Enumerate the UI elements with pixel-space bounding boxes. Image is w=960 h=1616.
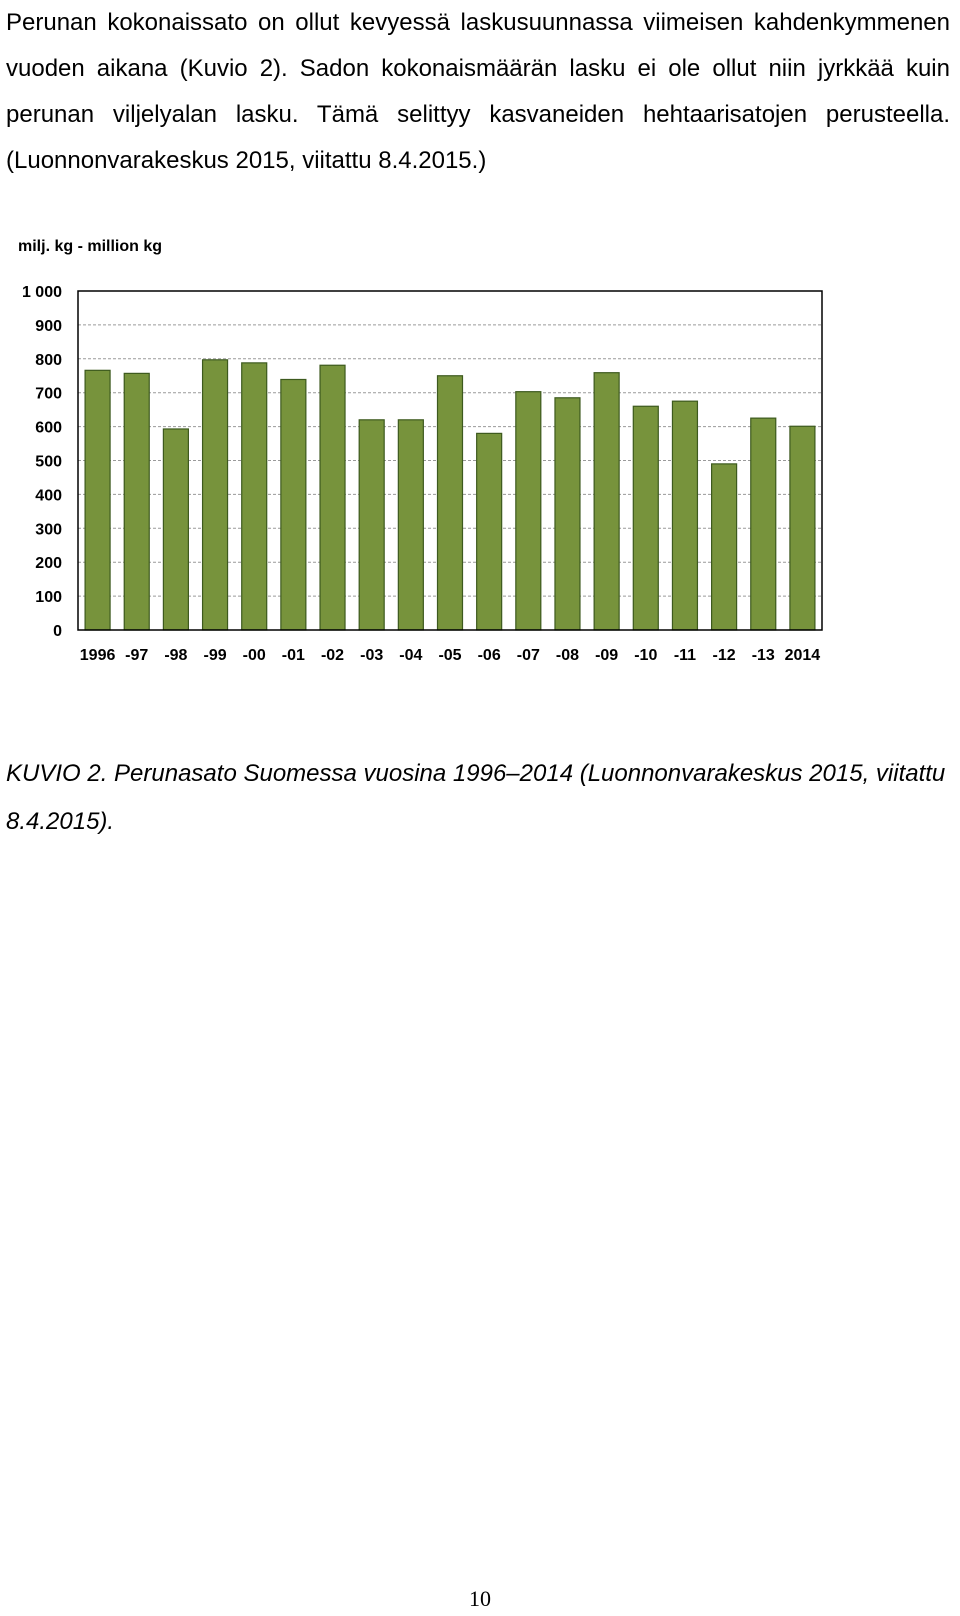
bar-07 bbox=[515, 391, 542, 631]
y-axis-label: milj. kg - million kg bbox=[18, 238, 162, 255]
bar-99 bbox=[201, 359, 229, 631]
x-tick-label: -10 bbox=[634, 647, 657, 664]
y-tick-labels: 0 100 200 300 400 500 600 700 800 900 1 000 bbox=[22, 284, 62, 640]
x-tick-label: -06 bbox=[478, 647, 501, 664]
figure-caption: KUVIO 2. Perunasato Suomessa vuosina 199… bbox=[6, 760, 946, 835]
chart-svg: milj. kg - million kg 0 100 200 300 400 500 60… bbox=[18, 238, 823, 664]
x-tick-label: -07 bbox=[517, 647, 540, 664]
y-tick-label: 400 bbox=[35, 487, 62, 504]
y-tick-label: 100 bbox=[35, 589, 62, 606]
y-tick-label: 0 bbox=[53, 623, 62, 640]
x-tick-label: -01 bbox=[282, 647, 305, 664]
y-tick-label: 900 bbox=[35, 318, 62, 335]
y-tick-label: 500 bbox=[35, 454, 62, 471]
x-tick-label: -98 bbox=[164, 647, 187, 664]
x-tick-label: -99 bbox=[203, 647, 226, 664]
bar-08 bbox=[554, 397, 581, 631]
x-tick-label: -12 bbox=[713, 647, 736, 664]
y-tick-label: 800 bbox=[35, 352, 62, 369]
bar-12 bbox=[711, 463, 738, 631]
bar-11 bbox=[671, 400, 699, 631]
y-tick-label: 300 bbox=[35, 521, 62, 538]
bar-10 bbox=[632, 405, 659, 631]
bars bbox=[84, 359, 816, 631]
bar-01 bbox=[280, 378, 307, 631]
bar-00 bbox=[241, 362, 268, 631]
x-tick-label: -04 bbox=[399, 647, 422, 664]
y-tick-label: 1 000 bbox=[22, 284, 62, 301]
y-tick-label: 200 bbox=[35, 555, 62, 572]
bar-2014 bbox=[789, 425, 816, 631]
bar-98 bbox=[162, 428, 189, 631]
bar-97 bbox=[123, 372, 150, 631]
x-tick-label: -05 bbox=[438, 647, 461, 664]
x-tick-label: -97 bbox=[125, 647, 148, 664]
potato-harvest-chart: milj. kg - million kg 0 100 200 300 400 500 60… bbox=[0, 225, 960, 695]
x-tick-label: 2014 bbox=[785, 647, 821, 664]
bar-1996 bbox=[84, 369, 111, 631]
x-tick-label: -13 bbox=[752, 647, 775, 664]
x-tick-label: 1996 bbox=[80, 647, 116, 664]
body-paragraph: Perunan kokonaissato on ollut kevyessä l… bbox=[6, 9, 950, 174]
bar-03 bbox=[358, 419, 385, 631]
plot-frame bbox=[77, 290, 823, 631]
x-tick-label: -08 bbox=[556, 647, 579, 664]
x-tick-label: -00 bbox=[243, 647, 266, 664]
bar-13 bbox=[750, 417, 777, 631]
x-tick-label: -02 bbox=[321, 647, 344, 664]
bar-04 bbox=[397, 419, 424, 631]
x-tick-label: -03 bbox=[360, 647, 383, 664]
bar-09 bbox=[593, 372, 620, 631]
bar-05 bbox=[436, 375, 464, 631]
x-tick-label: -11 bbox=[674, 647, 696, 664]
y-tick-label: 600 bbox=[35, 420, 62, 437]
page-number: 10 bbox=[469, 1586, 491, 1611]
bar-06 bbox=[476, 432, 503, 631]
x-tick-labels: 1996 -97 -98 -99 -00 -01 -02 -03 -04 -05 -06 -07 -08… bbox=[80, 647, 821, 664]
y-tick-label: 700 bbox=[35, 386, 62, 403]
x-tick-label: -09 bbox=[595, 647, 618, 664]
bar-02 bbox=[319, 364, 346, 631]
